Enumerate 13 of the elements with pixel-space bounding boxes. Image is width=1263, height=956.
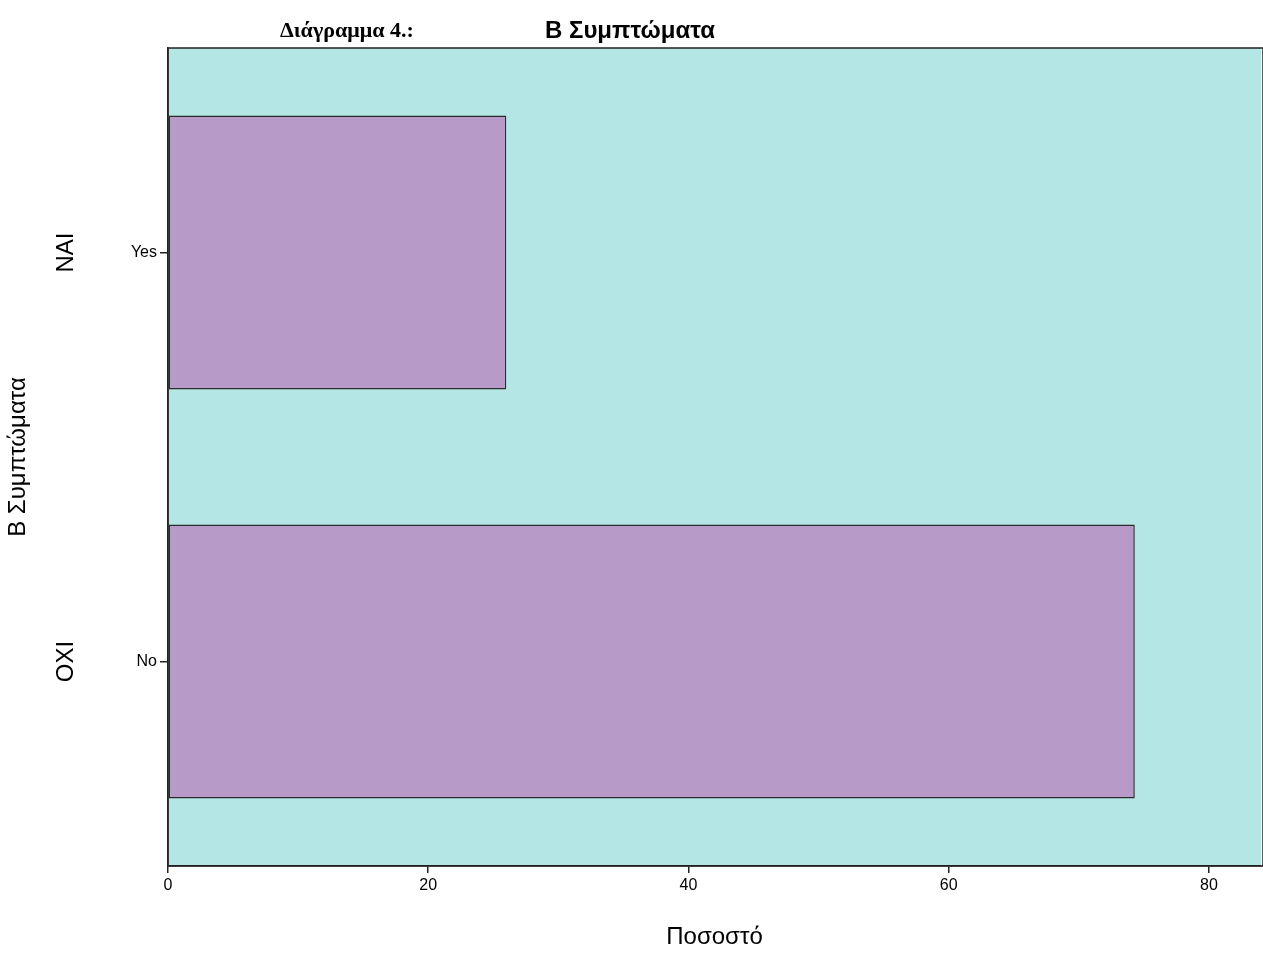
text: ΟΧΙ [50, 640, 78, 683]
y-axis-title: Β Συμπτώματα [3, 377, 31, 537]
x-axis-title: Ποσοστό [666, 922, 763, 950]
y-tick-label: Yes [130, 242, 157, 260]
x-tick-label: 60 [939, 876, 958, 894]
x-tick-label: 40 [679, 876, 698, 894]
x-tick-label: 20 [419, 876, 438, 894]
text: Διάγραμμα 4.: [280, 16, 414, 42]
y-tick-label: No [136, 651, 158, 669]
text: ΝΑΙ [50, 232, 78, 273]
x-tick-label: 0 [163, 876, 173, 894]
x-tick-label: 80 [1200, 876, 1218, 894]
chart-title: Β Συμπτώματα [545, 15, 716, 43]
